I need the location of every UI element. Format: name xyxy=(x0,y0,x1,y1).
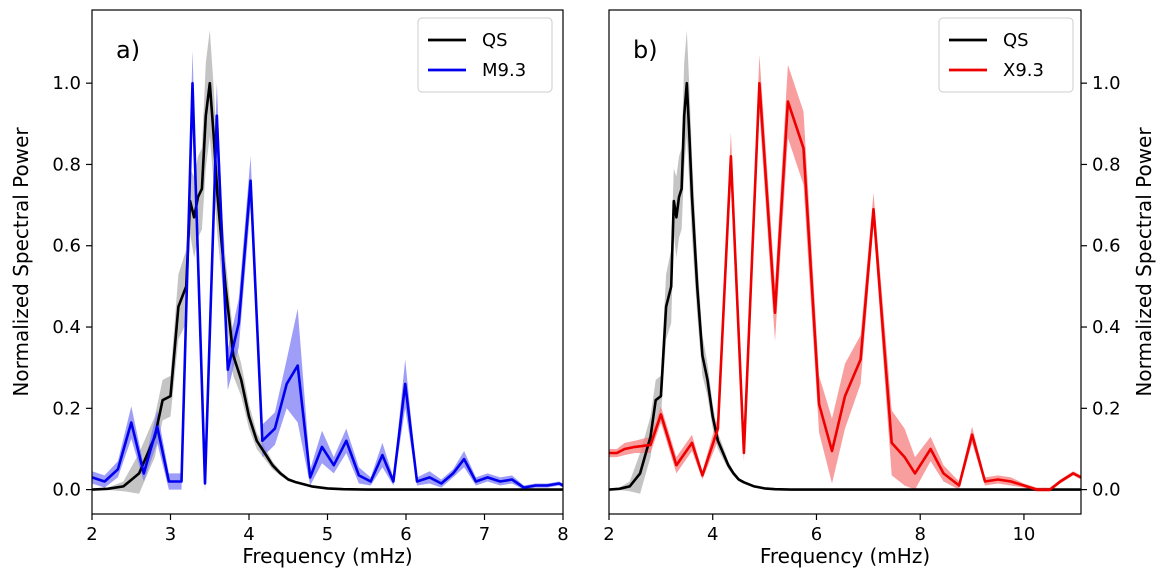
legend-entry-label: M9.3 xyxy=(482,60,526,81)
x-tick-label: 3 xyxy=(165,524,176,545)
x-tick-label: 7 xyxy=(479,524,490,545)
y-tick-label: 0.4 xyxy=(1092,317,1121,338)
panel-b-bands xyxy=(609,30,1081,494)
panel-b: 2 4 6 8 10 0.0 0.2 0.4 0.6 0.8 1.0 b) Frequency (… xyxy=(603,9,1156,568)
panel-a-x-axis-label: Frequency (mHz) xyxy=(242,544,412,568)
x-tick-label: 8 xyxy=(914,524,925,545)
series-band-m9-3 xyxy=(92,50,563,492)
panel-b-legend: QS X9.3 xyxy=(938,17,1074,93)
x-tick-label: 6 xyxy=(400,524,411,545)
panel-a-y-axis-label: Normalized Spectral Power xyxy=(9,127,33,397)
series-line-qs xyxy=(609,81,1081,491)
panel-b-y-axis-label: Normalized Spectral Power xyxy=(1132,127,1156,397)
series-line-x9-3 xyxy=(609,81,1081,491)
y-tick-label: 0.0 xyxy=(1092,480,1121,501)
series-line-qs xyxy=(92,81,563,491)
y-tick-label: 0.4 xyxy=(52,317,81,338)
y-tick-label: 0.8 xyxy=(52,154,81,175)
series-band-x9-3 xyxy=(609,54,1081,492)
x-tick-label: 10 xyxy=(1012,524,1035,545)
panel-b-y-ticks: 0.0 0.2 0.4 0.6 0.8 1.0 xyxy=(1081,73,1121,501)
panel-a-bands xyxy=(92,30,563,494)
panel-a-legend: QS M9.3 xyxy=(417,17,553,93)
x-tick-label: 6 xyxy=(811,524,822,545)
x-tick-label: 4 xyxy=(707,524,718,545)
x-tick-label: 4 xyxy=(243,524,254,545)
x-tick-label: 8 xyxy=(557,524,568,545)
legend-entry-label: QS xyxy=(1003,30,1029,51)
y-tick-label: 1.0 xyxy=(1092,73,1121,94)
legend-box xyxy=(938,17,1074,93)
y-tick-label: 0.0 xyxy=(52,480,81,501)
legend-entry-label: X9.3 xyxy=(1003,60,1044,81)
y-tick-label: 0.2 xyxy=(52,398,81,419)
panel-a-label: a) xyxy=(116,36,140,64)
y-tick-label: 1.0 xyxy=(52,73,81,94)
panel-b-x-axis-label: Frequency (mHz) xyxy=(760,544,930,568)
series-line-m9-3 xyxy=(92,81,563,489)
y-tick-label: 0.8 xyxy=(1092,154,1121,175)
panel-a-lines xyxy=(92,81,563,491)
y-tick-label: 0.6 xyxy=(52,236,81,257)
y-tick-label: 0.2 xyxy=(1092,398,1121,419)
legend-box xyxy=(417,17,553,93)
series-band-qs xyxy=(92,30,563,494)
y-tick-label: 0.6 xyxy=(1092,236,1121,257)
panel-b-frame xyxy=(608,9,1082,515)
panel-a-y-ticks: 0.0 0.2 0.4 0.6 0.8 1.0 xyxy=(52,73,92,501)
x-tick-label: 5 xyxy=(322,524,333,545)
x-tick-label: 2 xyxy=(603,524,614,545)
panel-a-x-ticks: 2 3 4 5 6 7 8 xyxy=(86,514,569,545)
x-tick-label: 2 xyxy=(86,524,97,545)
panel-b-label: b) xyxy=(633,36,658,64)
panel-b-x-ticks: 2 4 6 8 10 xyxy=(603,514,1035,545)
legend-entry-label: QS xyxy=(482,30,508,51)
panel-b-lines xyxy=(609,81,1081,491)
panel-a: 2 3 4 5 6 7 8 0.0 0.2 0.4 0.6 0.8 1.0 a) Frequency … xyxy=(9,9,569,568)
